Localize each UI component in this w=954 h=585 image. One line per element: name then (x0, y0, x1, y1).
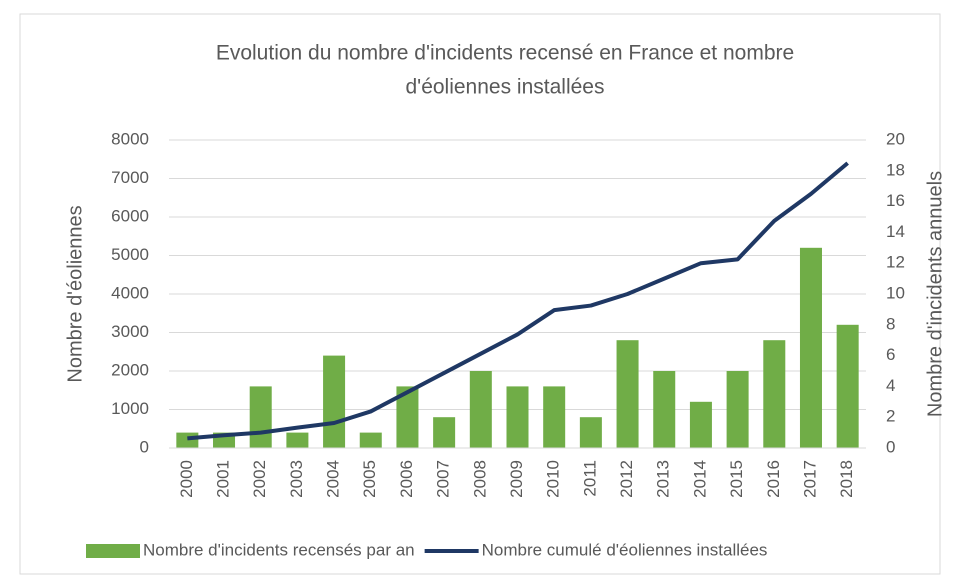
y-tick-label: 8000 (111, 129, 149, 148)
chart-title: Evolution du nombre d'incidents recensé … (216, 42, 794, 65)
x-tick-label: 2005 (360, 460, 379, 498)
x-tick-label: 2011 (580, 460, 599, 497)
y-tick-label: 4000 (111, 283, 149, 302)
y2-tick-label: 14 (886, 222, 905, 241)
line (187, 161, 849, 441)
bar (433, 417, 456, 448)
y2-axis-label: Nombre d'incidents annuels (924, 171, 946, 417)
legend-swatch (86, 544, 140, 558)
x-tick-label: 2012 (617, 460, 636, 498)
x-tick-label: 2016 (764, 460, 783, 498)
legend-label: Nombre d'incidents recensés par an (143, 540, 415, 559)
bar (763, 340, 786, 448)
bar (469, 371, 492, 448)
bar (579, 417, 602, 448)
y2-tick-label: 10 (886, 283, 905, 302)
legend-label: Nombre cumulé d'éoliennes installées (482, 540, 768, 559)
bar (176, 432, 199, 448)
y2-tick-label: 0 (886, 437, 895, 456)
bar (506, 386, 529, 448)
x-tick-label: 2000 (177, 460, 196, 498)
y2-tick-label: 16 (886, 191, 905, 210)
x-tick-label: 2013 (654, 460, 673, 498)
y2-tick-label: 8 (886, 314, 895, 333)
x-tick-label: 2009 (507, 460, 526, 498)
x-tick-label: 2006 (397, 460, 416, 498)
bar (323, 355, 346, 448)
bar (799, 247, 822, 448)
bar (653, 371, 676, 448)
y-axis-label: Nombre d'éoliennes (64, 205, 86, 382)
y2-tick-label: 18 (886, 160, 905, 179)
y2-tick-label: 2 (886, 407, 895, 426)
bar (836, 324, 859, 448)
x-tick-label: 2014 (690, 460, 709, 498)
x-tick-label: 2010 (544, 460, 563, 498)
y2-tick-label: 12 (886, 253, 905, 272)
x-tick-label: 2001 (214, 460, 233, 498)
chart-title: d'éoliennes installées (406, 76, 605, 99)
y2-tick-label: 4 (886, 376, 895, 395)
y-tick-label: 0 (140, 437, 149, 456)
y-tick-label: 7000 (111, 168, 149, 187)
bar (616, 340, 639, 448)
y-tick-label: 5000 (111, 245, 149, 264)
bar (543, 386, 566, 448)
y-tick-label: 6000 (111, 206, 149, 225)
x-tick-label: 2017 (800, 460, 819, 498)
y-tick-label: 3000 (111, 322, 149, 341)
bar (249, 386, 272, 448)
y-tick-label: 1000 (111, 399, 149, 418)
x-tick-label: 2002 (250, 460, 269, 498)
bar (689, 401, 712, 448)
bar (396, 386, 419, 448)
x-tick-label: 2004 (324, 460, 343, 498)
bar (286, 432, 309, 448)
x-tick-label: 2007 (434, 460, 453, 498)
x-tick-label: 2008 (470, 460, 489, 498)
x-tick-label: 2003 (287, 460, 306, 498)
x-tick-label: 2015 (727, 460, 746, 498)
x-tick-label: 2018 (837, 460, 856, 498)
y2-tick-label: 6 (886, 345, 895, 364)
y2-tick-label: 20 (886, 129, 905, 148)
bar (359, 432, 382, 448)
bar (726, 371, 749, 448)
y-tick-label: 2000 (111, 360, 149, 379)
